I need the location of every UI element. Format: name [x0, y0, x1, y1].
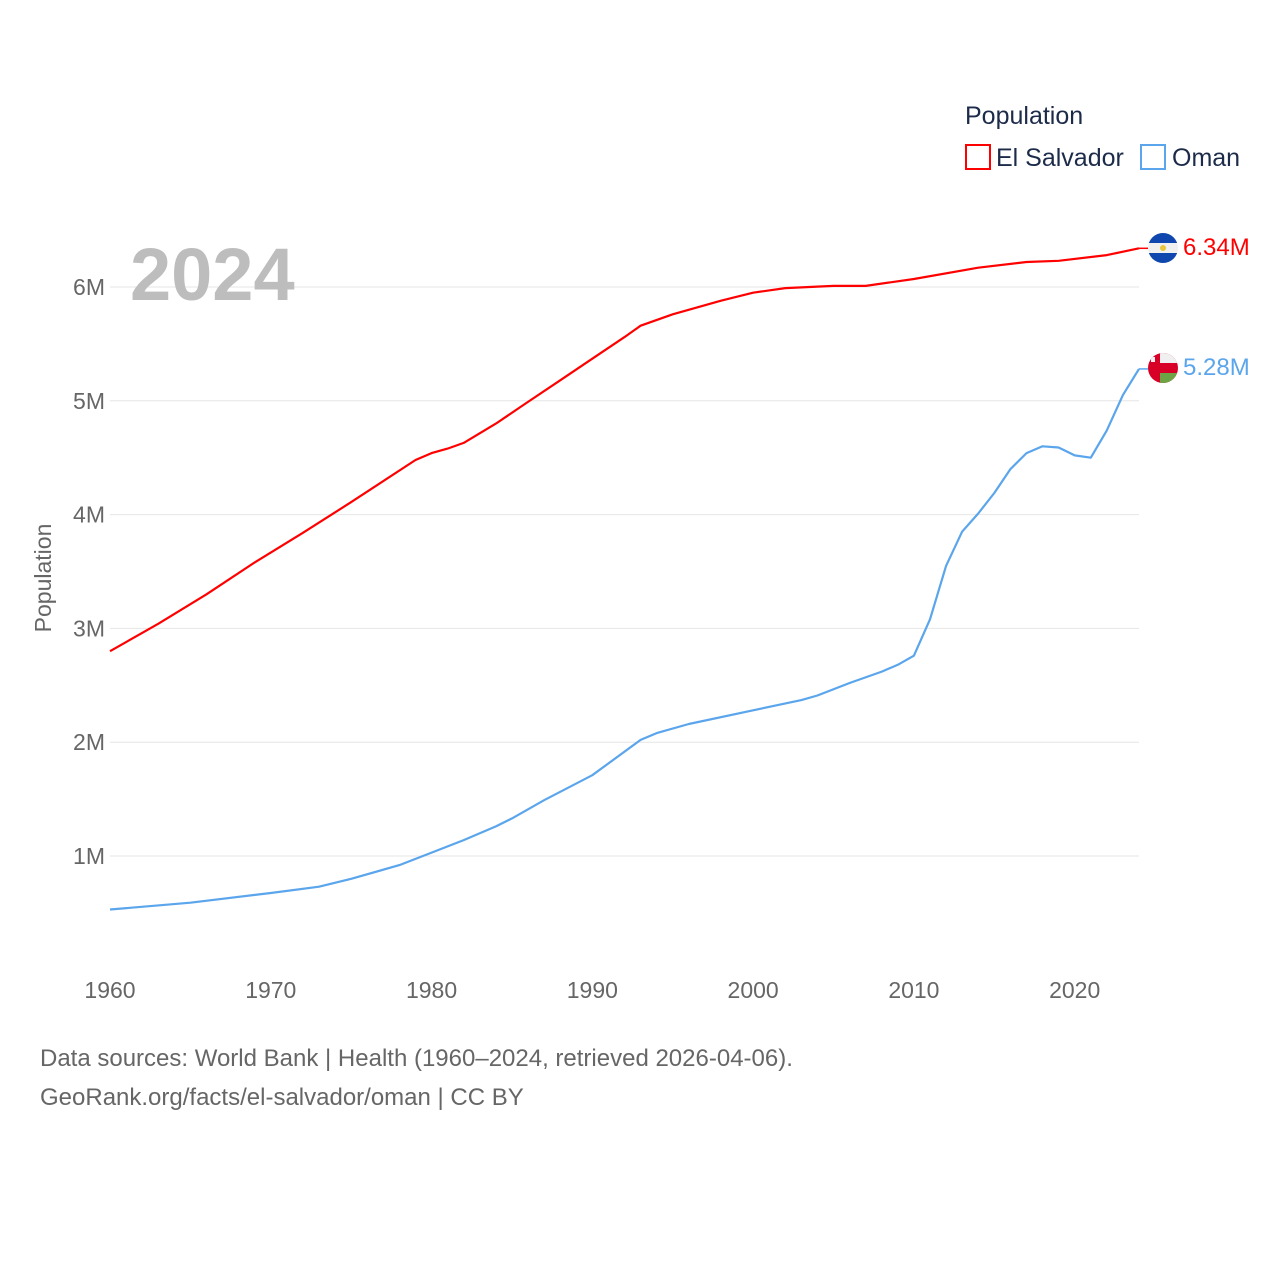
- x-tick-label: 1970: [245, 977, 296, 1003]
- y-tick-label: 5M: [73, 388, 105, 414]
- footer-sources: Data sources: World Bank | Health (1960–…: [40, 1045, 793, 1072]
- oman-flag-icon: [1148, 353, 1178, 383]
- y-tick-label: 1M: [73, 843, 105, 869]
- end-label-oman: 5.28M: [1183, 354, 1250, 381]
- series-line-oman[interactable]: [109, 368, 1140, 911]
- series-line-el-salvador[interactable]: [109, 247, 1140, 653]
- footer-link[interactable]: GeoRank.org/facts/el-salvador/oman | CC …: [40, 1084, 524, 1111]
- y-tick-label: 3M: [73, 615, 105, 641]
- legend-swatch-el-salvador[interactable]: [965, 144, 991, 170]
- legend-swatch-oman[interactable]: [1140, 144, 1166, 170]
- legend-title: Population: [965, 102, 1083, 130]
- legend: Population El Salvador Oman: [965, 102, 1240, 172]
- y-tick-label: 6M: [73, 274, 105, 300]
- y-tick-label: 2M: [73, 729, 105, 755]
- x-tick-label: 2020: [1049, 977, 1100, 1003]
- el-salvador-flag-icon: [1148, 233, 1178, 263]
- year-label: 2024: [130, 233, 295, 316]
- x-tick-label: 1980: [406, 977, 457, 1003]
- legend-label-el-salvador[interactable]: El Salvador: [996, 144, 1124, 172]
- x-tick-label: 1960: [84, 977, 135, 1003]
- x-tick-label: 2000: [728, 977, 779, 1003]
- x-tick-label: 1990: [567, 977, 618, 1003]
- y-axis-label: Population: [30, 524, 56, 633]
- x-tick-label: 2010: [888, 977, 939, 1003]
- end-label-el-salvador: 6.34M: [1183, 234, 1250, 261]
- legend-label-oman[interactable]: Oman: [1172, 144, 1240, 172]
- y-tick-label: 4M: [73, 502, 105, 528]
